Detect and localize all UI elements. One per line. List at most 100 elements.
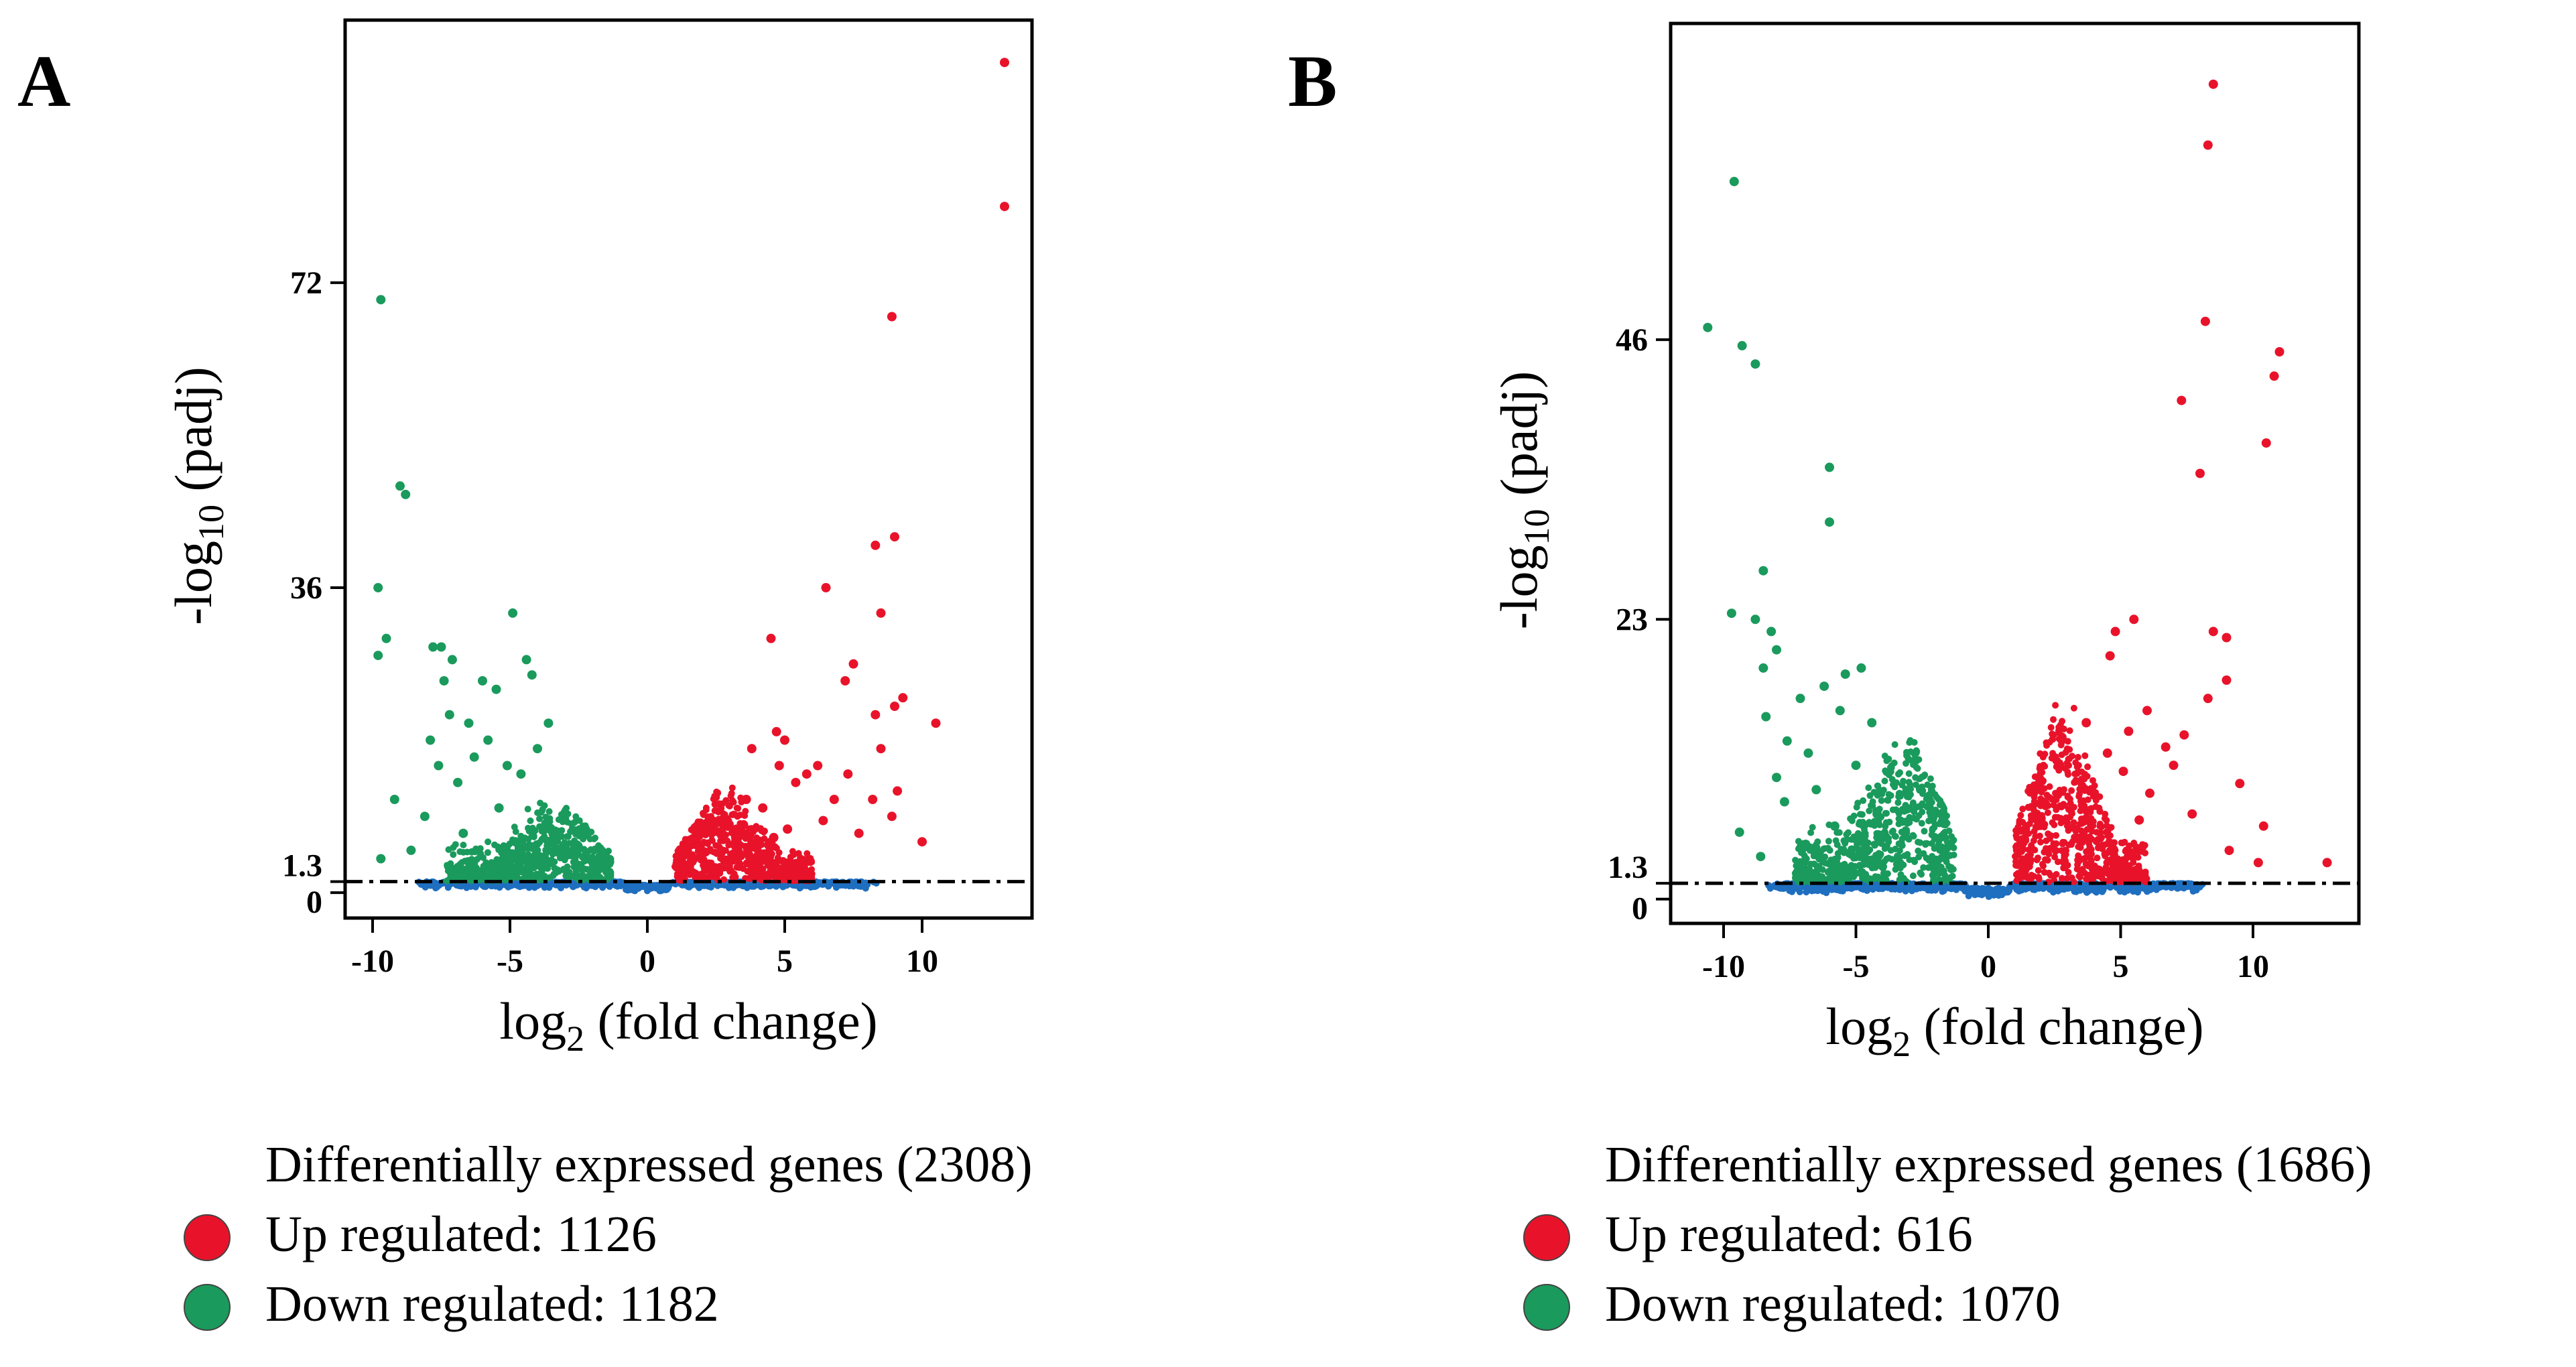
down-gene-point: [526, 854, 533, 862]
up-gene-point: [760, 849, 767, 856]
y-axis-title: -log10 (padj): [1490, 371, 1557, 629]
down-outlier-point: [420, 811, 430, 822]
up-gene-point: [2071, 779, 2079, 786]
down-gene-point: [1850, 873, 1858, 881]
down-gene-point: [563, 853, 570, 860]
down-gene-point: [543, 837, 550, 844]
up-gene-point: [2130, 848, 2137, 855]
up-gene-point: [2031, 846, 2039, 854]
up-gene-point: [2068, 808, 2075, 816]
up-outlier-point: [2142, 706, 2152, 716]
up-outlier-point: [2269, 371, 2279, 381]
up-outlier-point: [854, 828, 864, 838]
ns-gene-point: [2098, 888, 2106, 895]
down-gene-point: [572, 862, 579, 869]
down-gene-point: [1871, 818, 1878, 825]
legend-title: Differentially expressed genes (2308): [265, 1136, 1033, 1193]
up-gene-point: [2035, 799, 2043, 807]
down-gene-point: [572, 830, 580, 838]
down-gene-point: [576, 846, 583, 853]
down-gene-point: [1792, 856, 1799, 864]
up-outlier-point: [747, 744, 757, 754]
down-outlier-point: [447, 655, 457, 665]
down-gene-point: [1881, 753, 1888, 760]
down-gene-point: [1909, 832, 1917, 839]
up-outlier-point: [898, 693, 908, 703]
up-gene-point: [2078, 768, 2085, 775]
ns-gene-point: [1860, 884, 1867, 891]
y-tick-label: 1.3: [282, 848, 322, 884]
down-gene-point: [1831, 855, 1838, 862]
ns-gene-point: [518, 883, 525, 890]
down-gene-point: [1897, 871, 1905, 878]
up-gene-point: [722, 797, 730, 804]
down-gene-point: [530, 834, 537, 840]
down-outlier-point: [1726, 608, 1736, 619]
ns-gene-point: [2026, 883, 2033, 891]
up-gene-point: [2033, 811, 2039, 819]
down-gene-point: [545, 808, 553, 815]
up-outlier-point: [758, 803, 768, 813]
down-gene-point: [493, 873, 501, 881]
up-gene-point: [2082, 808, 2089, 816]
up-gene-point: [729, 874, 736, 881]
down-gene-point: [551, 837, 558, 844]
down-gene-point: [558, 833, 566, 840]
ns-gene-point: [644, 882, 651, 889]
up-gene-point: [2096, 793, 2104, 800]
down-gene-point: [1905, 770, 1913, 777]
down-gene-point: [572, 868, 580, 875]
up-gene-point: [2050, 840, 2057, 847]
down-gene-point: [1888, 776, 1896, 783]
up-gene-point: [2081, 752, 2089, 759]
down-outlier-point: [527, 670, 537, 680]
up-gene-point: [2014, 824, 2022, 831]
down-gene-point: [504, 873, 511, 881]
down-gene-point: [500, 853, 507, 860]
up-outlier-point: [887, 811, 897, 822]
down-gene-point: [541, 820, 548, 827]
down-gene-point: [489, 868, 497, 875]
up-outlier-point: [893, 786, 903, 796]
down-outlier-point: [373, 583, 383, 592]
down-outlier-point: [1851, 761, 1861, 771]
down-outlier-point: [1737, 340, 1747, 350]
up-outlier-point: [2102, 748, 2112, 758]
down-gene-point: [1921, 771, 1929, 779]
up-outlier-point: [2208, 627, 2218, 637]
down-gene-point: [1883, 809, 1890, 817]
down-gene-point: [507, 868, 514, 876]
x-axis-title-rest: (fold change): [584, 992, 877, 1050]
up-gene-point: [2087, 853, 2094, 860]
y-tick-label: 0: [1632, 891, 1648, 927]
up-outlier-point: [2134, 815, 2144, 825]
up-gene-point: [2051, 846, 2058, 854]
down-gene-point: [527, 817, 534, 824]
up-gene-point: [753, 834, 760, 842]
down-gene-point: [1802, 858, 1809, 866]
up-gene-point: [770, 864, 777, 872]
down-gene-point: [505, 854, 513, 862]
legend-down-row: Down regulated: 1070: [1523, 1279, 2061, 1331]
up-gene-point: [2079, 855, 2087, 862]
down-gene-point: [1880, 831, 1888, 838]
up-outlier-point: [843, 769, 853, 779]
down-gene-point: [1875, 850, 1882, 857]
down-gene-point: [1927, 796, 1934, 803]
ns-gene-point: [1975, 885, 1982, 893]
down-gene-point: [554, 844, 562, 852]
x-tick-label: 5: [2113, 949, 2129, 984]
down-outlier-point: [389, 795, 399, 804]
up-gene-point: [2129, 868, 2136, 876]
x-axis-title-sub: 2: [1892, 1024, 1911, 1064]
up-gene-point: [2140, 869, 2148, 876]
up-outlier-point: [2105, 651, 2115, 661]
down-gene-point: [579, 872, 586, 879]
up-outlier-point: [2200, 316, 2210, 326]
down-gene-point: [572, 874, 580, 881]
down-gene-point: [1819, 866, 1826, 873]
up-gene-point: [2044, 856, 2051, 864]
down-gene-point: [1915, 812, 1923, 820]
ns-gene-point: [463, 884, 470, 891]
